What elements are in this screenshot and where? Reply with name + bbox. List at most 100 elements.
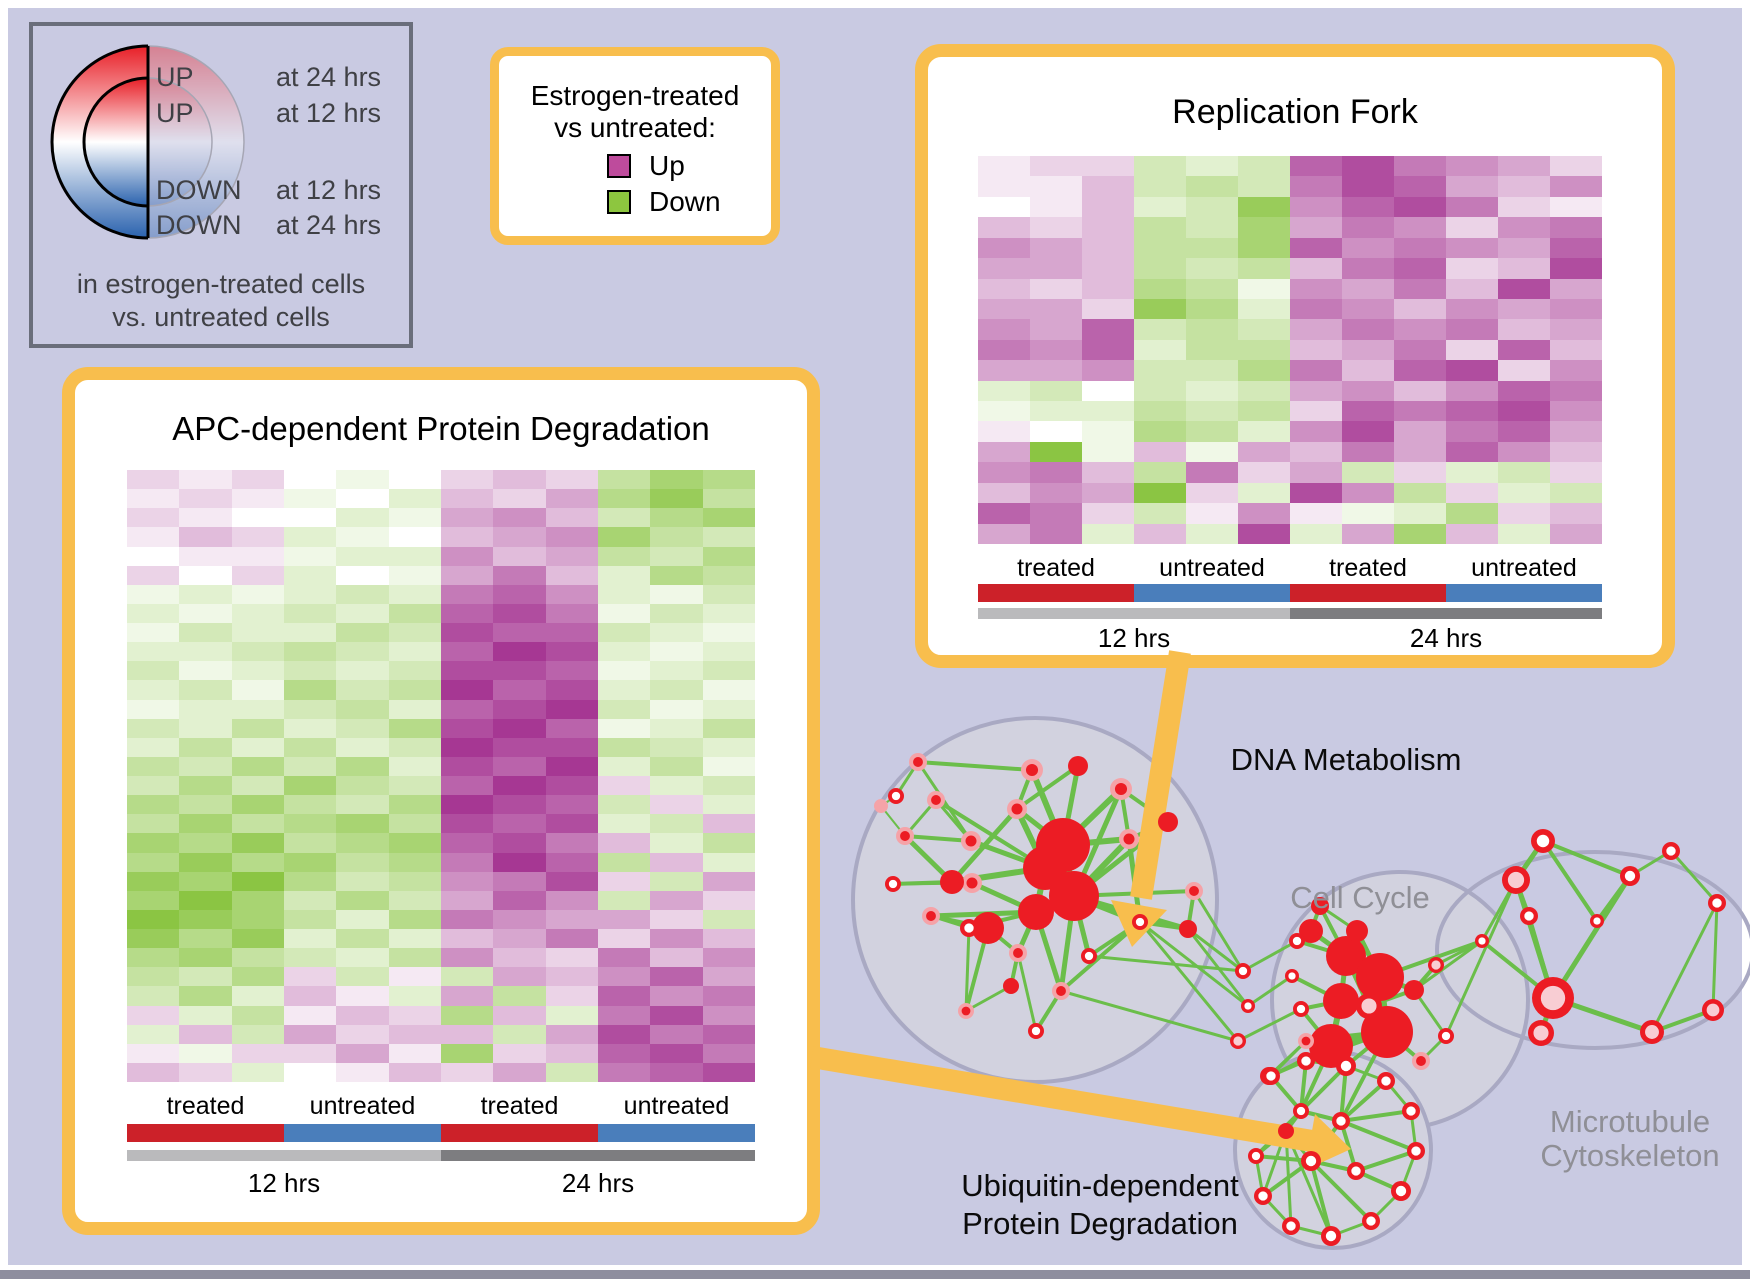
heatmap-cell xyxy=(650,1062,703,1082)
heatmap-cell xyxy=(231,909,284,929)
heatmap-cell xyxy=(283,565,337,585)
heatmap-cell xyxy=(597,1062,651,1082)
heatmap-cell xyxy=(440,833,494,853)
apc-time-label-12hrs: 12 hrs xyxy=(247,1168,321,1198)
heatmap-cell xyxy=(650,470,703,490)
heatmap-cell xyxy=(127,986,180,1006)
heatmap-cell xyxy=(1030,360,1082,381)
heatmap-cell xyxy=(597,737,651,757)
heatmap-cell xyxy=(1550,462,1602,483)
heatmap-cell xyxy=(283,776,337,796)
up-color-swatch xyxy=(607,154,631,178)
heatmap-cell xyxy=(440,546,494,566)
heatmap-cell xyxy=(336,489,389,509)
heatmap-cell xyxy=(283,489,337,509)
heatmap-cell xyxy=(179,718,232,738)
gene-node-ring-center xyxy=(1351,1166,1361,1176)
heatmap-cell xyxy=(440,1062,494,1082)
heatmap-cell xyxy=(1498,421,1550,442)
heatmap-cell xyxy=(231,929,284,949)
heatmap-cell xyxy=(702,1005,755,1025)
gene-node-ring-center xyxy=(1536,834,1550,848)
gene-node-ring-pale-center xyxy=(1706,1003,1720,1017)
heatmap-cell xyxy=(440,909,494,929)
heatmap-cell xyxy=(1446,339,1498,361)
heatmap-cell xyxy=(231,967,284,987)
heatmap-cell xyxy=(1290,237,1342,259)
heatmap-cell xyxy=(1290,421,1342,442)
heatmap-cell xyxy=(388,776,441,796)
apc-title: APC-dependent Protein Degradation xyxy=(172,410,710,447)
heatmap-cell xyxy=(1342,421,1394,442)
heatmap-cell xyxy=(1082,462,1134,483)
heatmap-cell xyxy=(179,756,232,776)
heatmap-cell xyxy=(440,1005,494,1025)
heatmap-cell xyxy=(127,1062,180,1082)
heatmap-cell xyxy=(597,1005,651,1025)
heatmap-cell xyxy=(702,699,755,719)
heatmap-cell xyxy=(978,237,1030,259)
rf-group-label-treated-24h: treated xyxy=(1329,554,1407,582)
rf-time-label-24hrs: 24 hrs xyxy=(1409,623,1483,653)
heatmap-cell xyxy=(388,929,441,949)
network-edge xyxy=(1241,939,1299,973)
heatmap-cell xyxy=(440,584,494,604)
heatmap-cell xyxy=(702,584,755,604)
heatmap-cell xyxy=(545,661,598,681)
heatmap-cell xyxy=(545,948,598,968)
heatmap-cell xyxy=(336,680,389,700)
heatmap-cell xyxy=(597,470,651,490)
heatmap-cell xyxy=(179,623,232,643)
heatmap-cell xyxy=(1134,237,1186,259)
heatmap-cell xyxy=(179,929,232,949)
heatmap-cell xyxy=(493,699,546,719)
heatmap-cell xyxy=(283,948,337,968)
heatmap-cell xyxy=(702,470,755,490)
heatmap-cell xyxy=(1394,339,1446,361)
heatmap-cell xyxy=(1550,156,1602,177)
heatmap-cell xyxy=(231,642,284,662)
heatmap-cell xyxy=(1186,523,1238,544)
gene-node-halo-core xyxy=(965,835,977,847)
heatmap-cell xyxy=(440,1043,494,1063)
heatmap-cell xyxy=(1446,523,1498,544)
heatmap-cell xyxy=(1134,176,1186,197)
heatmap-cell xyxy=(545,967,598,987)
heatmap-cell xyxy=(231,470,284,490)
heatmap-cell xyxy=(650,737,703,757)
heatmap-cell xyxy=(179,986,232,1006)
network-edge xyxy=(1711,901,1719,1012)
heatmap-cell xyxy=(597,661,651,681)
heatmap-cell xyxy=(597,776,651,796)
heatmap-cell xyxy=(1550,278,1602,299)
heatmap-cell xyxy=(336,546,389,566)
heatmap-cell xyxy=(493,1024,546,1044)
heatmap-cell xyxy=(336,642,389,662)
gene-node-ring-center xyxy=(1336,1116,1346,1126)
heatmap-cell xyxy=(440,890,494,910)
heatmap-cell xyxy=(597,1024,651,1044)
heatmap-cell xyxy=(1394,380,1446,402)
heatmap-cell xyxy=(283,642,337,662)
heatmap-cell xyxy=(1186,156,1238,177)
heatmap-cell xyxy=(388,909,441,929)
panel-arrow-2 xyxy=(810,1046,1314,1152)
heatmap-cell xyxy=(231,756,284,776)
heatmap-cell xyxy=(388,1043,441,1063)
heatmap-cell xyxy=(702,929,755,949)
heatmap-cell xyxy=(493,756,546,776)
heatmap-cell xyxy=(1446,503,1498,524)
heatmap-cell xyxy=(231,1043,284,1063)
heatmap-cell xyxy=(440,795,494,815)
rf-bar-treated-12h xyxy=(978,584,1134,602)
heatmap-cell xyxy=(545,642,598,662)
heatmap-cell xyxy=(336,871,389,891)
gene-node-halo-core xyxy=(1416,1056,1426,1066)
heatmap-cell xyxy=(336,470,389,490)
heatmap-cell xyxy=(1394,503,1446,524)
heatmap-cell xyxy=(440,967,494,987)
heatmap-cell xyxy=(127,546,180,566)
gene-node-halo-core xyxy=(1025,763,1039,777)
heatmap-cell xyxy=(1082,503,1134,524)
heatmap-cell xyxy=(702,661,755,681)
